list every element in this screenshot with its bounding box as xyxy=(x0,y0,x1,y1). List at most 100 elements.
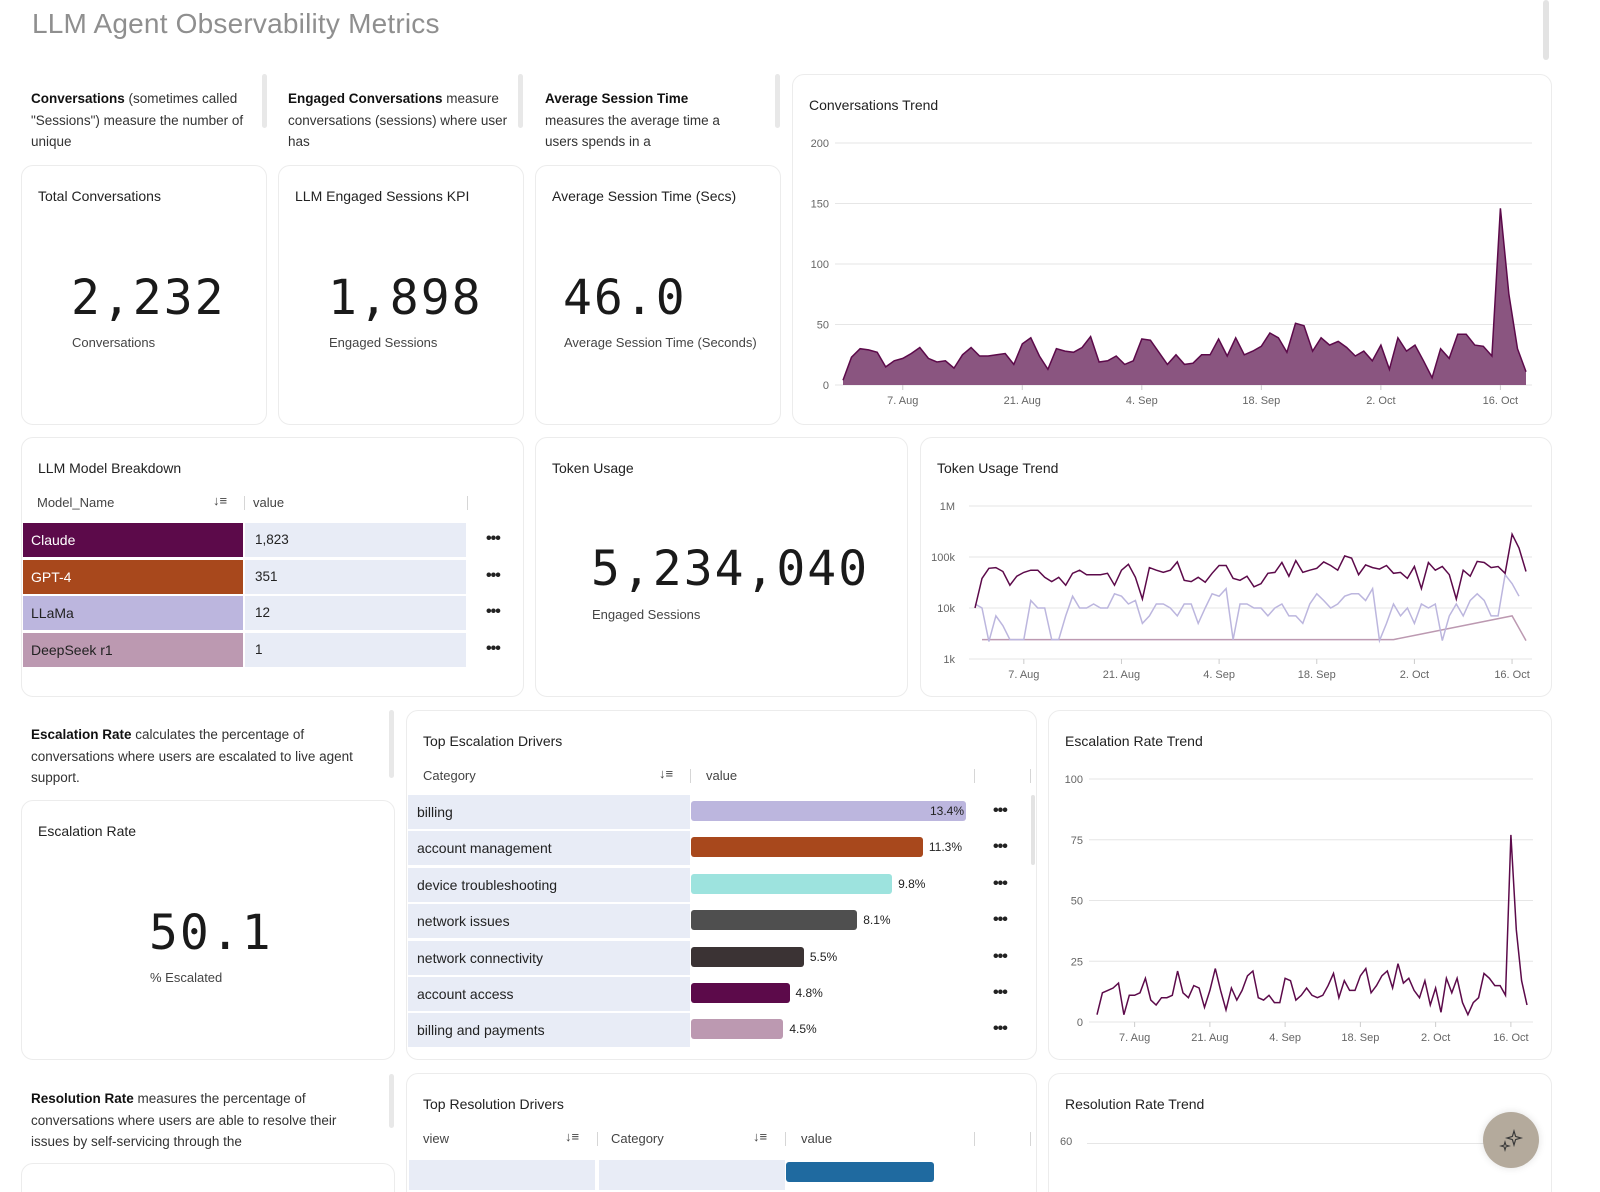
value-bar xyxy=(691,873,893,894)
y-tick-label: 100k xyxy=(931,552,955,564)
description-text: calculates the percentage of conversatio… xyxy=(31,727,353,785)
bar-value-label: 9.8% xyxy=(898,876,926,891)
description-scrollbar[interactable] xyxy=(262,74,267,128)
model-value-cell: 1,823 xyxy=(245,523,466,557)
x-tick-label: 7. Aug xyxy=(1119,1032,1150,1044)
series-line-llama xyxy=(974,572,1520,644)
column-divider[interactable] xyxy=(690,769,691,783)
description-heading: Engaged Conversations xyxy=(288,91,443,106)
category-cell: network issues xyxy=(408,904,690,939)
x-tick-label: 4. Sep xyxy=(1126,395,1158,407)
column-divider[interactable] xyxy=(785,1132,786,1146)
y-tick-label: 200 xyxy=(811,138,829,150)
model-breakdown-card: LLM Model Breakdown Model_Name ↓≡ value … xyxy=(21,437,524,697)
token-usage-trend-chart: 1k 10k 100k 1M 7. Aug 21. Aug 4. Sep 18. Sep 2. … xyxy=(931,501,1532,681)
category-cell: account access xyxy=(408,977,690,1011)
page-title: LLM Agent Observability Metrics xyxy=(32,8,440,39)
model-name-cell: Claude xyxy=(23,523,243,557)
card-title: Token Usage xyxy=(552,460,634,476)
value-bar xyxy=(691,837,923,858)
description-heading: Average Session Time xyxy=(545,91,689,106)
y-tick-label: 1k xyxy=(943,654,955,666)
bar-value-label: 4.5% xyxy=(789,1022,817,1037)
column-header-category[interactable]: Category xyxy=(423,768,476,783)
column-divider[interactable] xyxy=(1030,769,1031,783)
description-scrollbar[interactable] xyxy=(775,74,780,128)
sort-icon[interactable]: ↓≡ xyxy=(659,766,674,781)
card-title: Total Conversations xyxy=(38,188,161,204)
column-divider[interactable] xyxy=(597,1132,598,1146)
avg-session-time-card: Average Session Time (Secs) 46.0 Average… xyxy=(535,165,781,425)
x-tick-label: 21. Aug xyxy=(1103,669,1140,681)
y-tick-label: 150 xyxy=(811,199,829,211)
row-menu-button[interactable]: ••• xyxy=(486,639,501,657)
column-divider[interactable] xyxy=(244,496,245,510)
row-menu-button[interactable]: ••• xyxy=(993,984,1008,1001)
y-tick-label: 60 xyxy=(1060,1136,1073,1148)
x-tick-label: 18. Sep xyxy=(1341,1032,1379,1044)
kpi-subtitle: Engaged Sessions xyxy=(329,335,438,350)
resolution-rate-card xyxy=(21,1163,395,1192)
table-cell xyxy=(409,1160,595,1190)
sort-icon[interactable]: ↓≡ xyxy=(753,1129,768,1144)
sort-icon[interactable]: ↓≡ xyxy=(213,493,228,508)
kpi-value: 5,234,040 xyxy=(591,541,870,597)
card-title: Escalation Rate xyxy=(38,823,137,839)
sort-icon[interactable]: ↓≡ xyxy=(565,1129,580,1144)
bar-value-label: 13.4% xyxy=(930,804,965,818)
chart-title: Escalation Rate Trend xyxy=(1065,733,1203,749)
kpi-subtitle: Conversations xyxy=(72,335,156,350)
row-menu-button[interactable]: ••• xyxy=(486,566,501,584)
y-tick-label: 75 xyxy=(1071,835,1083,847)
row-menu-button[interactable]: ••• xyxy=(993,874,1008,892)
row-menu-button[interactable]: ••• xyxy=(993,838,1008,856)
token-usage-trend-card: Token Usage Trend 1k 10k 100k 1M 7. Aug 21. A… xyxy=(920,437,1552,697)
model-value-cell: 12 xyxy=(245,596,466,630)
column-header-value[interactable]: value xyxy=(801,1131,833,1146)
column-divider[interactable] xyxy=(974,769,975,783)
column-header-model-name[interactable]: Model_Name xyxy=(37,495,115,510)
category-cell: network connectivity xyxy=(408,940,690,975)
kpi-value: 2,232 xyxy=(71,270,226,326)
card-title: LLM Model Breakdown xyxy=(38,460,182,476)
chart-title: Resolution Rate Trend xyxy=(1065,1096,1205,1112)
series-line-claude xyxy=(974,531,1527,609)
row-menu-button[interactable]: ••• xyxy=(993,947,1008,965)
gridline xyxy=(1087,1143,1527,1144)
description-scrollbar[interactable] xyxy=(518,74,523,128)
column-divider[interactable] xyxy=(1030,1132,1031,1146)
conversations-trend-card: Conversations Trend 0 50 100 150 200 7. Aug 21… xyxy=(792,74,1552,425)
column-header-view[interactable]: view xyxy=(423,1131,450,1146)
series-line-deepseek-r1 xyxy=(982,615,1527,641)
page-scrollbar[interactable] xyxy=(1543,0,1549,60)
area-series xyxy=(843,208,1526,385)
table-scrollbar[interactable] xyxy=(1031,795,1035,865)
series-line xyxy=(842,208,1527,381)
ai-assistant-button[interactable] xyxy=(1483,1112,1539,1168)
description-scrollbar[interactable] xyxy=(389,1074,394,1128)
column-header-value[interactable]: value xyxy=(706,768,738,783)
conversations-description: Conversations (sometimes called "Session… xyxy=(31,88,251,152)
column-divider[interactable] xyxy=(974,1132,975,1146)
row-menu-button[interactable]: ••• xyxy=(486,603,501,620)
row-menu-button[interactable]: ••• xyxy=(993,1020,1008,1038)
description-text: (sometimes called "Sessions") measure th… xyxy=(31,91,244,149)
y-tick-label: 0 xyxy=(823,380,829,392)
column-divider[interactable] xyxy=(467,496,468,510)
kpi-value: 1,898 xyxy=(328,270,483,326)
card-title: LLM Engaged Sessions KPI xyxy=(295,188,470,204)
card-title: Top Resolution Drivers xyxy=(423,1096,564,1112)
x-tick-label: 18. Sep xyxy=(1298,669,1336,681)
conversations-trend-chart: 0 50 100 150 200 7. Aug 21. Aug 4. Sep 18. Sep 2.… xyxy=(811,138,1532,407)
description-scrollbar[interactable] xyxy=(389,710,394,778)
x-tick-label: 4. Sep xyxy=(1203,669,1235,681)
description-heading: Resolution Rate xyxy=(31,1091,134,1106)
x-tick-label: 2. Oct xyxy=(1421,1032,1450,1044)
model-name-cell: LLaMa xyxy=(23,596,243,630)
column-header-value[interactable]: value xyxy=(253,495,285,510)
row-menu-button[interactable]: ••• xyxy=(993,802,1008,819)
row-menu-button[interactable]: ••• xyxy=(486,530,501,547)
engaged-sessions-card: LLM Engaged Sessions KPI 1,898 Engaged S… xyxy=(278,165,524,425)
column-header-category[interactable]: Category xyxy=(611,1131,664,1146)
row-menu-button[interactable]: ••• xyxy=(993,911,1008,929)
